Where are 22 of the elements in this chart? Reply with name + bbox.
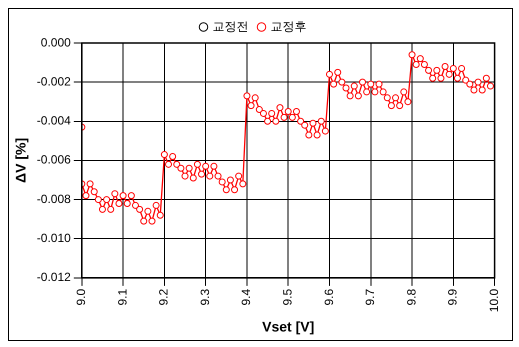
y-tick-label: 0.000 — [40, 35, 72, 50]
x-tick-label: 9.4 — [239, 288, 254, 306]
y-tick-label: -0.006 — [36, 152, 72, 167]
x-tick-label: 9.8 — [404, 288, 418, 306]
x-tick-label: 9.3 — [198, 288, 212, 306]
x-tick-label: 9.1 — [115, 288, 130, 306]
x-tick-label: 9.2 — [156, 288, 171, 306]
y-tick-label: -0.008 — [36, 192, 72, 206]
y-tick-label: -0.012 — [36, 270, 72, 284]
x-tick-label: 9.7 — [363, 288, 378, 306]
x-tick-label: 10.0 — [486, 288, 501, 312]
legend-label: 교정전 — [212, 19, 248, 34]
y-tick-label: -0.010 — [36, 231, 72, 246]
x-tick-label: 9.9 — [446, 288, 460, 306]
x-tick-label: 9.5 — [280, 288, 295, 306]
x-tick-label: 9.0 — [74, 288, 88, 306]
y-axis-title: ΔV [%] — [12, 138, 28, 183]
x-tick-label: 9.6 — [322, 288, 336, 306]
y-tick-label: -0.002 — [36, 74, 72, 88]
legend-label: 교정후 — [270, 19, 306, 34]
x-axis-title: Vset [V] — [262, 318, 314, 334]
y-tick-label: -0.004 — [36, 114, 72, 128]
